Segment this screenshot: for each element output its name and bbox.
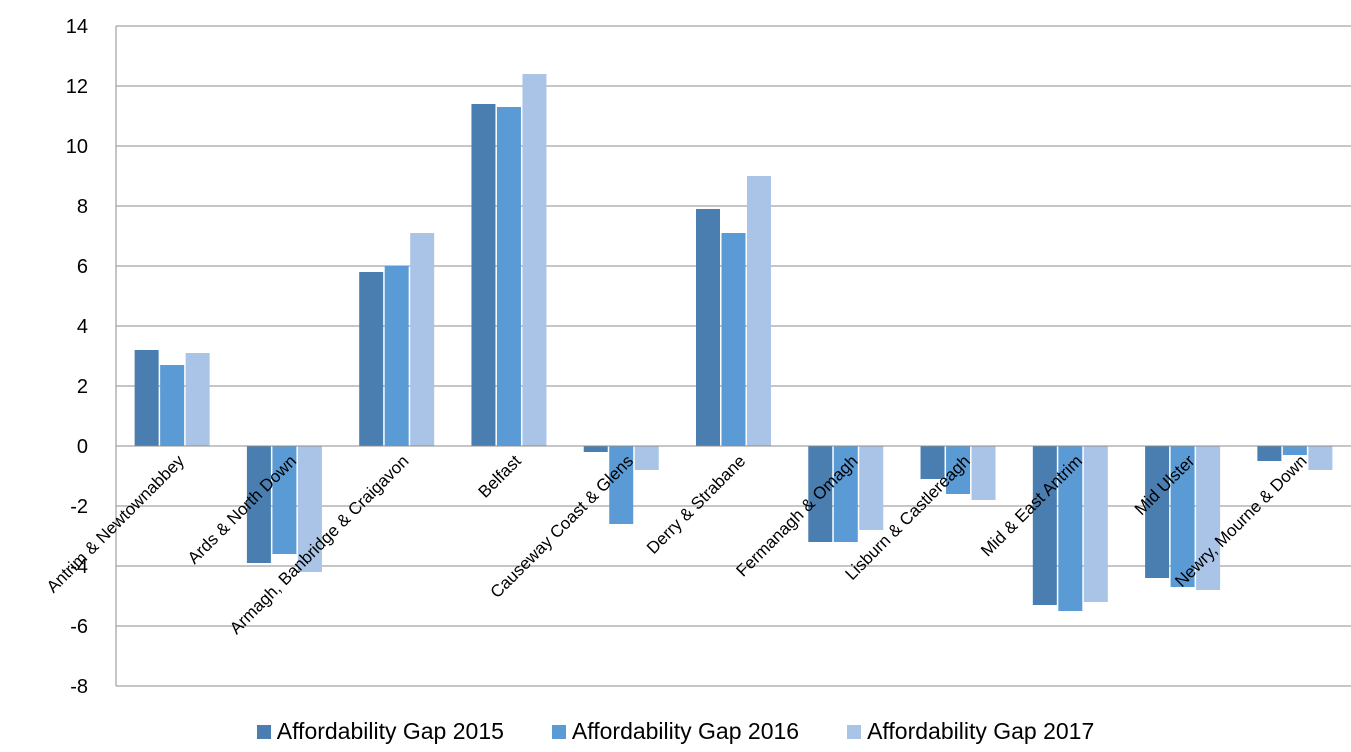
y-tick-label: -2 xyxy=(70,496,88,518)
bar xyxy=(808,446,833,542)
bar xyxy=(496,107,521,446)
bar xyxy=(522,74,547,446)
bar xyxy=(1308,446,1333,470)
y-tick-label: 8 xyxy=(77,196,88,218)
legend-label: Affordability Gap 2016 xyxy=(571,718,800,744)
bar xyxy=(920,446,945,479)
bar xyxy=(946,446,971,494)
bar xyxy=(185,353,210,446)
y-tick-label: 0 xyxy=(77,436,88,458)
y-tick-label: 4 xyxy=(77,316,88,338)
category-label: Belfast xyxy=(475,451,525,501)
bar xyxy=(410,233,435,446)
y-tick-label: -6 xyxy=(70,616,88,638)
bar xyxy=(1083,446,1108,602)
bars xyxy=(134,74,1333,611)
legend-item: Affordability Gap 2016 xyxy=(551,718,800,745)
bar xyxy=(1058,446,1083,611)
y-tick-label: 14 xyxy=(66,16,88,38)
bar xyxy=(1170,446,1195,587)
y-tick-label: 6 xyxy=(77,256,88,278)
bar xyxy=(384,266,409,446)
bar xyxy=(1145,446,1170,578)
y-tick-label: -8 xyxy=(70,676,88,698)
y-axis-ticks: -8 -6 -4 -2 0 2 4 6 8 10 12 14 xyxy=(66,16,88,698)
bar xyxy=(134,350,159,446)
bar xyxy=(297,446,322,572)
bar xyxy=(1032,446,1057,605)
y-tick-label: 2 xyxy=(77,376,88,398)
axes xyxy=(115,26,1351,686)
bar xyxy=(1257,446,1282,461)
legend-item: Affordability Gap 2015 xyxy=(256,718,504,745)
bar xyxy=(859,446,884,530)
y-tick-label: -4 xyxy=(70,556,88,578)
bar xyxy=(634,446,659,470)
y-tick-label: 10 xyxy=(66,136,88,158)
legend-label: Affordability Gap 2015 xyxy=(276,718,504,744)
legend-swatch xyxy=(551,724,566,739)
bar xyxy=(160,365,185,446)
bar xyxy=(696,209,720,446)
category-label: Derry & Strabane xyxy=(643,451,749,557)
legend-swatch xyxy=(256,724,271,739)
bar xyxy=(246,446,271,563)
bar xyxy=(1282,446,1307,455)
y-tick-label: 12 xyxy=(66,76,88,98)
bar xyxy=(971,446,996,500)
bar xyxy=(833,446,858,542)
bar xyxy=(471,104,496,446)
legend-label: Affordability Gap 2017 xyxy=(867,718,1095,744)
legend: Affordability Gap 2015 Affordability Gap … xyxy=(0,718,1351,745)
bar xyxy=(359,272,384,446)
legend-swatch xyxy=(847,724,862,739)
bar xyxy=(583,446,608,452)
bar xyxy=(721,233,746,446)
bar xyxy=(609,446,634,524)
bar xyxy=(747,176,771,446)
bar xyxy=(1196,446,1221,590)
bar xyxy=(272,446,297,554)
legend-item: Affordability Gap 2017 xyxy=(847,718,1094,745)
